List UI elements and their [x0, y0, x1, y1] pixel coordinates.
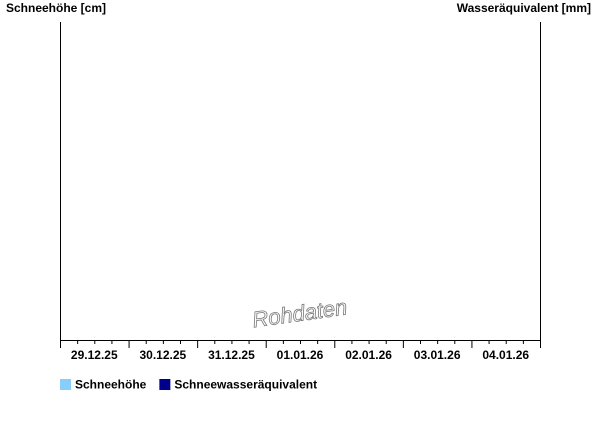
- y-axis-label: Schneehöhe [cm]: [6, 1, 106, 15]
- watermark: Rohdaten: [251, 294, 349, 332]
- legend-label: Schneehöhe: [75, 378, 147, 392]
- y2-axis-label: Wasseräquivalent [mm]: [457, 1, 591, 15]
- x-tick-label: 30.12.25: [139, 348, 186, 362]
- x-tick-label: 02.01.26: [345, 348, 392, 362]
- x-tick-label: 04.01.26: [482, 348, 529, 362]
- x-tick-label: 29.12.25: [71, 348, 118, 362]
- x-tick-label: 31.12.25: [208, 348, 255, 362]
- legend-swatch: [60, 379, 71, 390]
- x-tick-label: 03.01.26: [414, 348, 461, 362]
- x-tick-label: 01.01.26: [277, 348, 324, 362]
- legend-swatch: [159, 379, 171, 390]
- legend-label: Schneewasseräquivalent: [174, 378, 317, 392]
